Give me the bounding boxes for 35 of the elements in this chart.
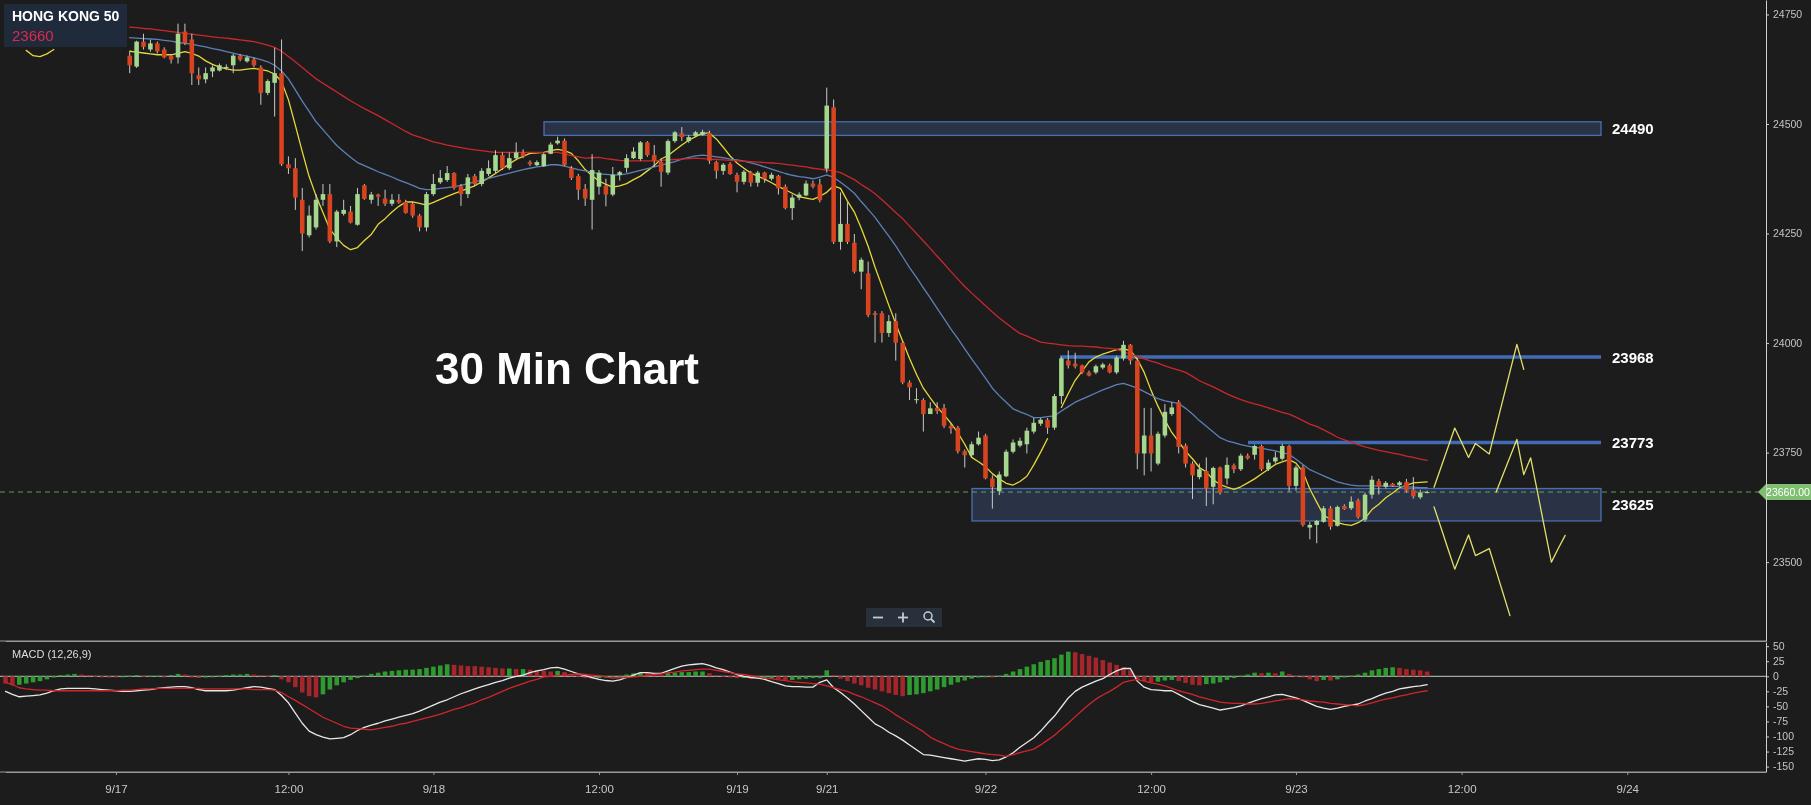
ref-line-label: 23968 xyxy=(1612,348,1654,366)
y-tick-label: -50 xyxy=(1773,700,1789,713)
text: 23660 xyxy=(12,27,54,44)
y-tick-label: 23750 xyxy=(1773,446,1803,459)
y-tick-label: 0 xyxy=(1773,670,1779,683)
ref-line-label: 23660.00 xyxy=(1766,486,1811,499)
y-tick-label: -75 xyxy=(1773,715,1789,728)
x-tick-label: 9/23 xyxy=(1285,783,1308,796)
y-tick-label: 24750 xyxy=(1773,8,1803,21)
y-tick-label: -25 xyxy=(1773,685,1789,698)
x-tick-label: 9/19 xyxy=(726,783,749,796)
ref-line-label: 23773 xyxy=(1612,434,1654,452)
y-tick-label: 50 xyxy=(1773,640,1785,653)
band-label: 23625 xyxy=(1612,496,1654,514)
x-tick-label: 9/24 xyxy=(1616,783,1640,796)
y-tick-label: -100 xyxy=(1773,730,1795,743)
x-tick-label: 12:00 xyxy=(1447,783,1477,796)
x-tick-label: 9/18 xyxy=(422,783,446,796)
y-tick-label: 25 xyxy=(1773,655,1785,668)
y-tick-label: -125 xyxy=(1773,745,1795,758)
x-tick-label: 9/22 xyxy=(974,783,998,796)
y-tick-label: 24500 xyxy=(1773,117,1803,130)
x-tick-label: 9/17 xyxy=(105,783,128,796)
y-tick-label: 24000 xyxy=(1773,336,1803,349)
x-tick-label: 12:00 xyxy=(1137,783,1166,796)
x-tick-label: 9/21 xyxy=(816,783,839,796)
band-label: 24490 xyxy=(1612,120,1654,138)
y-tick-label: -150 xyxy=(1773,760,1795,773)
x-tick-label: 12:00 xyxy=(585,783,614,796)
x-tick-label: 12:00 xyxy=(274,783,304,796)
y-tick-label: 23500 xyxy=(1773,555,1803,568)
annotation: 30 Min Chart xyxy=(434,343,700,393)
text: HONG KONG 50 xyxy=(12,8,120,24)
y-tick-label: 24250 xyxy=(1773,227,1803,240)
text: MACD (12,26,9) xyxy=(12,648,92,660)
